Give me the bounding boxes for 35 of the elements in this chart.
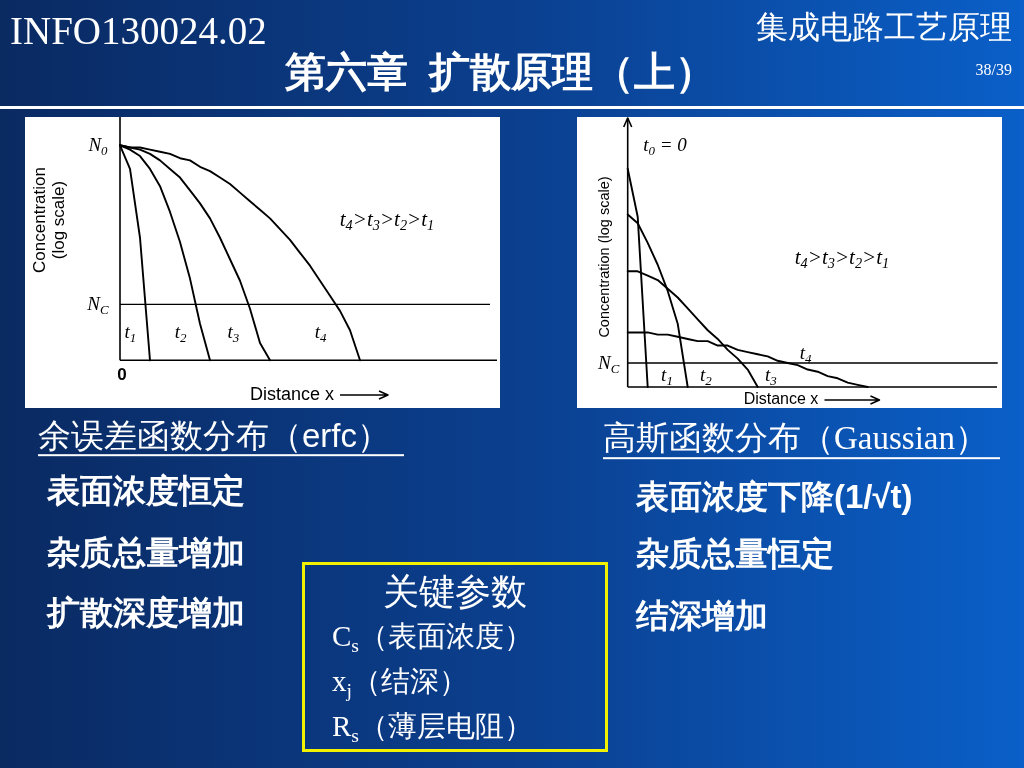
text: 表面浓度下降(1/√t) — [636, 478, 913, 516]
text: 38/39 — [975, 60, 1012, 80]
text: 杂质总量增加 — [47, 534, 245, 572]
text: N$_{0}$ — [88, 134, 108, 158]
ref-line-label: N$_{C}$ — [598, 352, 620, 376]
text: 第六章 扩散原理（上） — [285, 49, 716, 97]
text: 杂质总量恒定 — [636, 535, 834, 573]
x-axis-title: Distance x — [743, 389, 819, 409]
series-label: t$_{1}$ — [661, 364, 673, 388]
text: C$_{s}$（表面浓度） — [332, 620, 534, 656]
y-axis-title: Concentration (log scale) — [596, 176, 613, 338]
series-label: t$_{3}$ — [227, 321, 240, 346]
text: 0 — [117, 365, 127, 385]
text: 结深增加 — [636, 597, 768, 635]
text: t$_{0}$ = 0 — [643, 134, 687, 158]
series-label: t$_{1}$ — [124, 321, 137, 346]
series-label: t$_{2}$ — [174, 321, 187, 346]
text: R$_{s}$（薄层电阻） — [332, 710, 534, 746]
text: x$_{j}$（结深） — [332, 665, 468, 701]
text: 关键参数 — [383, 572, 527, 614]
annotation: t$_{4}$>t$_{3}$>t$_{2}$>t$_{1}$ — [339, 206, 435, 233]
text: 表面浓度恒定 — [47, 472, 245, 510]
series-label: t$_{4}$ — [314, 321, 327, 346]
series-label: t$_{4}$ — [799, 342, 812, 366]
y-axis-title: Concentration (log scale) — [30, 166, 69, 275]
x-axis-title: Distance x — [249, 383, 335, 405]
text: 扩散深度增加 — [47, 594, 245, 632]
series-label: t$_{3}$ — [764, 364, 777, 388]
text: 集成电路工艺原理 — [756, 8, 1012, 46]
ref-line-label: N$_{C}$ — [87, 293, 109, 318]
series-label: t$_{2}$ — [699, 364, 712, 388]
annotation: t$_{4}$>t$_{3}$>t$_{2}$>t$_{1}$ — [794, 244, 890, 271]
text: INFO130024.02 — [10, 8, 267, 54]
text: 高斯函数分布（Gaussian） — [603, 420, 1000, 459]
text: 余误差函数分布（erfc） — [38, 417, 405, 456]
